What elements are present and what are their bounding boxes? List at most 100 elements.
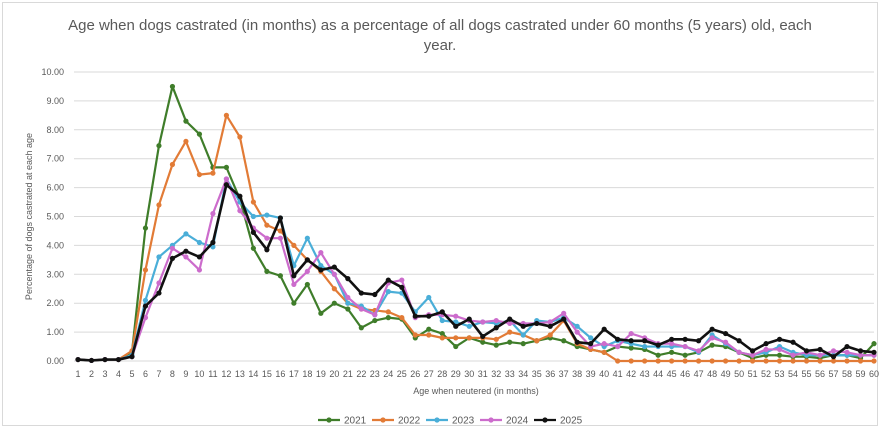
data-point-2022 <box>277 228 283 234</box>
data-point-2023 <box>318 263 324 269</box>
x-tick-label: 29 <box>451 369 461 379</box>
data-point-2023 <box>196 239 203 246</box>
series-line-2025 <box>77 183 875 362</box>
data-point-2021 <box>142 225 149 231</box>
data-point-2024 <box>628 330 634 337</box>
data-point-2025 <box>277 215 283 221</box>
data-point-2025 <box>88 357 95 364</box>
x-tick-label: 46 <box>680 369 690 379</box>
data-point-2021 <box>385 315 391 321</box>
data-point-2021 <box>507 339 513 345</box>
x-tick-label: 24 <box>383 369 393 379</box>
data-point-2022 <box>857 358 864 364</box>
x-tick-label: 58 <box>842 369 852 379</box>
data-point-2025 <box>169 255 176 262</box>
x-tick-label: 11 <box>208 369 217 379</box>
x-tick-label: 9 <box>183 369 188 379</box>
y-tick-label: 8.00 <box>46 125 64 135</box>
legend-label-2022: 2022 <box>398 416 421 427</box>
data-point-2022 <box>210 170 216 176</box>
data-point-2024 <box>453 313 459 319</box>
data-point-2025 <box>426 313 432 319</box>
data-point-2021 <box>493 342 499 348</box>
data-point-2025 <box>264 247 270 253</box>
x-tick-label: 20 <box>329 369 339 379</box>
data-point-2024 <box>749 352 756 358</box>
data-point-2022 <box>749 358 756 364</box>
data-point-2022 <box>871 358 877 364</box>
data-point-2025 <box>102 356 108 363</box>
data-point-2025 <box>871 349 877 355</box>
x-tick-label: 28 <box>437 369 447 379</box>
data-point-2024 <box>480 319 486 325</box>
data-point-2022 <box>183 138 189 144</box>
data-point-2025 <box>466 316 472 322</box>
data-point-2023 <box>156 254 162 260</box>
x-tick-label: 38 <box>572 369 582 379</box>
data-point-2025 <box>439 309 445 315</box>
x-tick-label: 49 <box>721 369 731 379</box>
legend-label-2021: 2021 <box>344 416 367 427</box>
data-point-2021 <box>250 245 256 251</box>
y-axis-label: Percentage of dogs castrated at each age <box>24 133 34 300</box>
data-point-2024 <box>561 310 567 316</box>
data-point-2021 <box>304 281 310 288</box>
data-point-2022 <box>196 171 203 178</box>
data-point-2025 <box>642 338 648 344</box>
data-point-2025 <box>399 284 405 290</box>
data-point-2025 <box>615 336 621 342</box>
data-point-2025 <box>547 323 553 329</box>
x-tick-label: 40 <box>599 369 609 379</box>
data-point-2024 <box>399 277 405 283</box>
x-tick-label: 23 <box>370 369 380 379</box>
data-point-2025 <box>480 333 486 340</box>
data-point-2021 <box>520 341 526 347</box>
data-point-2023 <box>588 335 594 341</box>
data-point-2022 <box>655 358 661 364</box>
data-point-2024 <box>790 352 796 358</box>
data-point-2025 <box>183 248 189 254</box>
data-point-2023 <box>439 317 445 324</box>
data-point-2024 <box>601 341 607 347</box>
y-tick-label: 0.00 <box>46 356 64 366</box>
data-point-2022 <box>453 335 459 341</box>
x-tick-label: 6 <box>143 369 148 379</box>
data-point-2025 <box>709 326 715 332</box>
data-point-2024 <box>844 349 850 355</box>
data-point-2025 <box>601 326 607 332</box>
data-point-2025 <box>857 348 864 354</box>
y-tick-label: 7.00 <box>46 154 64 164</box>
data-point-2025 <box>385 277 391 283</box>
data-point-2021 <box>156 143 162 149</box>
data-point-2022 <box>669 358 675 364</box>
x-tick-label: 42 <box>626 369 636 379</box>
data-point-2021 <box>183 118 189 124</box>
legend-marker-2021 <box>326 417 332 423</box>
x-tick-label: 35 <box>532 369 542 379</box>
y-tick-label: 3.00 <box>46 269 64 279</box>
x-tick-label: 5 <box>129 369 134 379</box>
data-point-2025 <box>331 264 337 270</box>
data-point-2025 <box>237 193 243 199</box>
data-point-2022 <box>736 358 742 364</box>
y-tick-label: 10.00 <box>41 67 64 77</box>
data-point-2024 <box>682 343 688 350</box>
x-tick-label: 16 <box>275 369 285 379</box>
data-point-2025 <box>250 229 256 235</box>
data-point-2025 <box>830 354 837 360</box>
data-point-2025 <box>304 257 310 263</box>
data-point-2025 <box>507 316 513 322</box>
data-point-2024 <box>358 306 364 312</box>
data-point-2023 <box>574 323 580 329</box>
data-point-2023 <box>642 343 648 350</box>
data-point-2025 <box>817 346 823 353</box>
data-point-2024 <box>696 348 702 354</box>
data-point-2024 <box>264 235 270 241</box>
x-tick-label: 59 <box>856 369 866 379</box>
y-tick-label: 9.00 <box>46 96 64 106</box>
data-point-2022 <box>844 358 850 364</box>
data-point-2025 <box>493 325 499 331</box>
x-tick-label: 55 <box>802 369 812 379</box>
data-point-2025 <box>372 291 378 298</box>
